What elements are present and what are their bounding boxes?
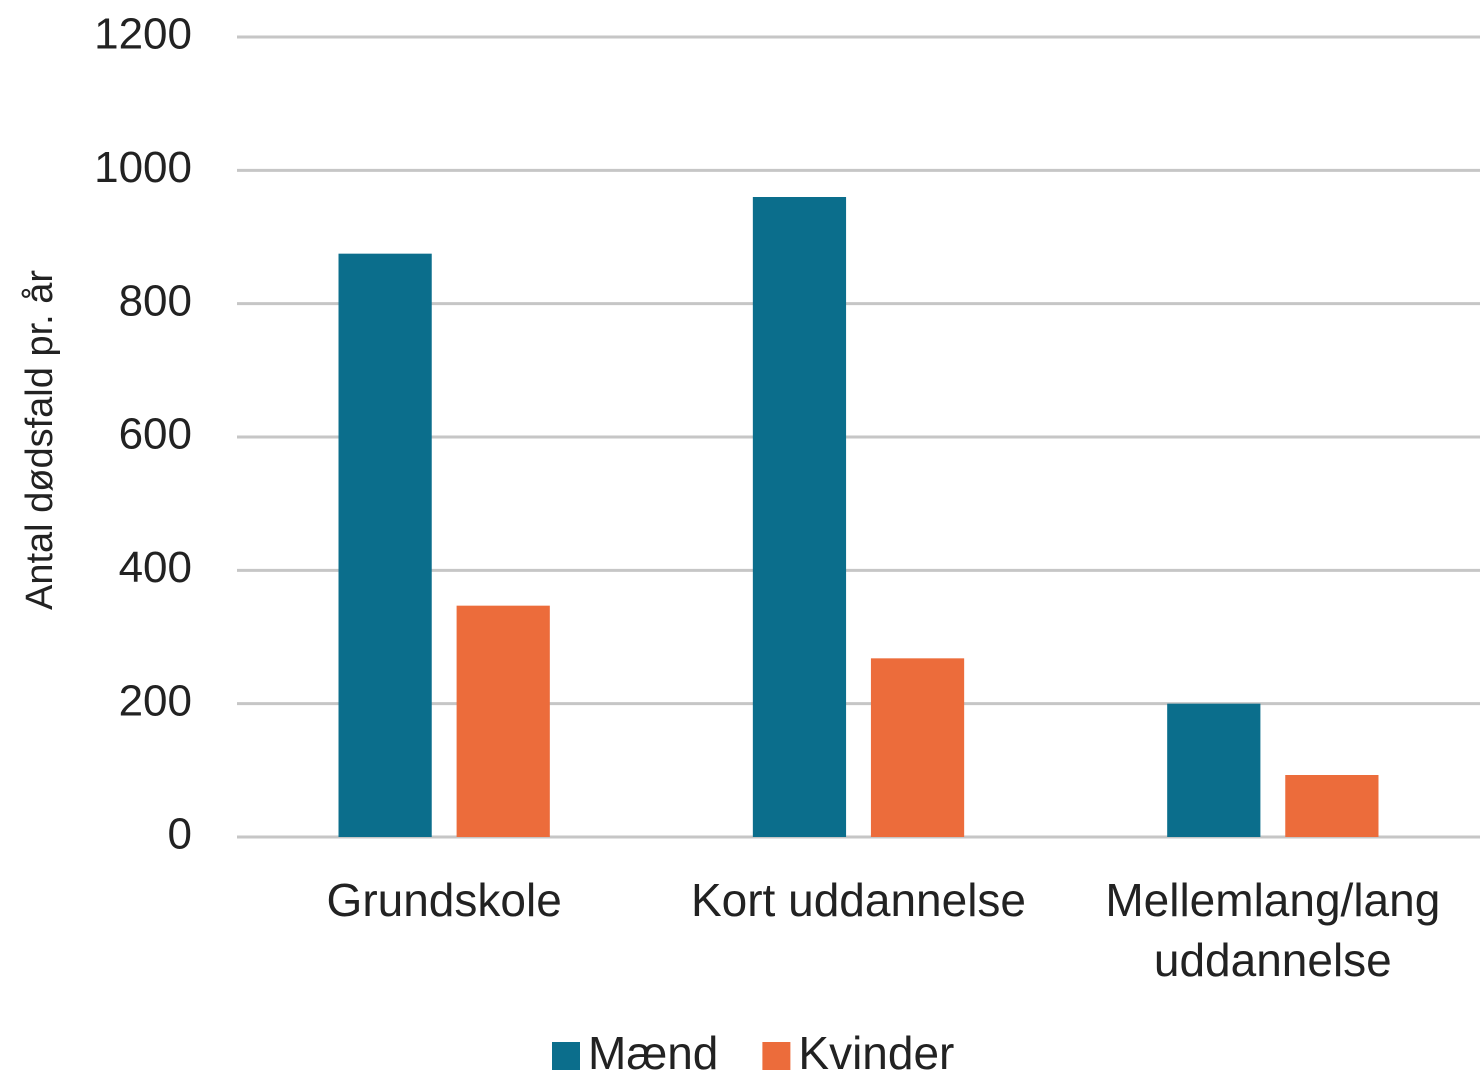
y-tick-label: 1200 xyxy=(94,10,192,59)
bar xyxy=(1285,775,1379,837)
legend-label: Mænd xyxy=(588,1027,718,1078)
y-tick-label: 600 xyxy=(119,410,192,459)
y-tick-label: 200 xyxy=(119,676,192,725)
bar xyxy=(338,253,432,837)
x-tick-label: Grundskole xyxy=(326,874,562,926)
y-tick-label: 1000 xyxy=(94,143,192,192)
x-tick-label: Kort uddannelse xyxy=(690,874,1026,926)
bar xyxy=(456,605,550,837)
bar xyxy=(752,197,847,837)
bar xyxy=(1167,703,1261,837)
y-tick-label: 800 xyxy=(119,276,192,325)
legend-swatch xyxy=(552,1042,580,1070)
legend-label: Kvinder xyxy=(798,1027,954,1078)
y-tick-label: 0 xyxy=(168,810,192,859)
legend-swatch xyxy=(762,1042,791,1070)
y-axis-label: Antal dødsfald pr. år xyxy=(19,270,61,610)
bar xyxy=(870,658,965,837)
y-tick-label: 400 xyxy=(119,543,192,592)
x-tick-label: Mellemlang/lang uddannelse xyxy=(1105,874,1441,986)
